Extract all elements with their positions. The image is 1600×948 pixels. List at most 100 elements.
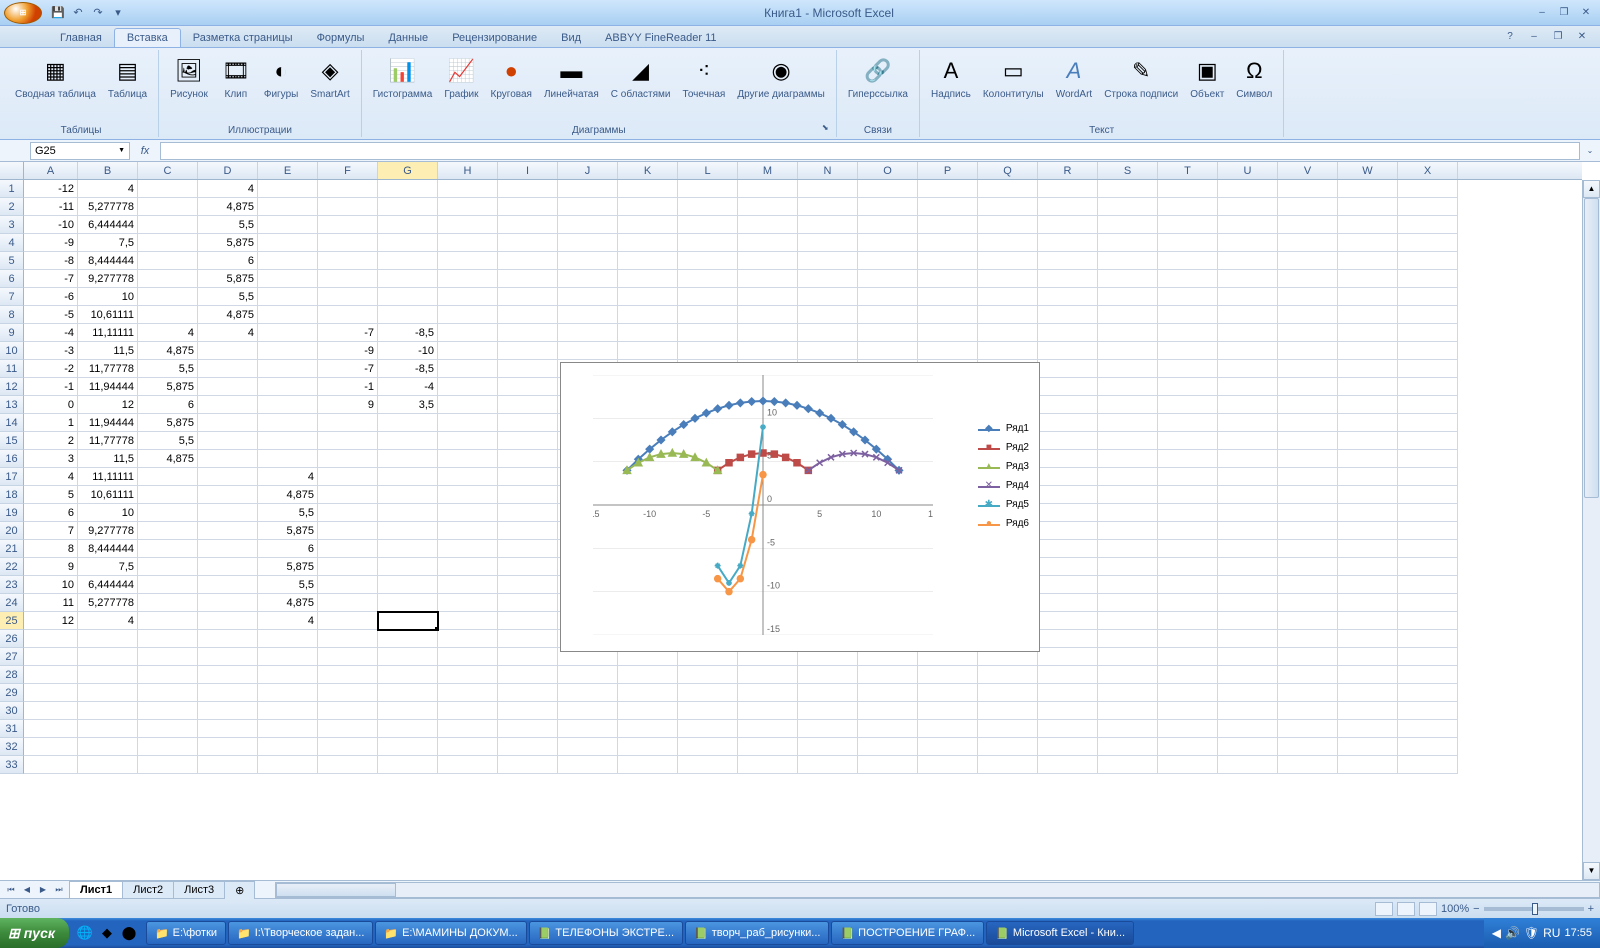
cell-X12[interactable] [1398, 378, 1458, 396]
cell-H2[interactable] [438, 198, 498, 216]
smartart-button[interactable]: ◈SmartArt [305, 52, 354, 124]
cell-G5[interactable] [378, 252, 438, 270]
col-header-G[interactable]: G [378, 162, 438, 179]
cell-B9[interactable]: 11,11111 [78, 324, 138, 342]
cell-K9[interactable] [618, 324, 678, 342]
cell-D10[interactable] [198, 342, 258, 360]
cell-G26[interactable] [378, 630, 438, 648]
cell-H27[interactable] [438, 648, 498, 666]
cell-Q32[interactable] [978, 738, 1038, 756]
cell-U16[interactable] [1218, 450, 1278, 468]
name-box[interactable]: G25▼ [30, 142, 130, 160]
cell-X11[interactable] [1398, 360, 1458, 378]
cell-W11[interactable] [1338, 360, 1398, 378]
cell-T13[interactable] [1158, 396, 1218, 414]
row-header-31[interactable]: 31 [0, 720, 24, 738]
hscroll-thumb[interactable] [276, 883, 396, 897]
cell-B22[interactable]: 7,5 [78, 558, 138, 576]
spreadsheet-grid[interactable]: ABCDEFGHIJKLMNOPQRSTUVWX 1-12442-115,277… [0, 162, 1600, 880]
cell-F24[interactable] [318, 594, 378, 612]
cell-G18[interactable] [378, 486, 438, 504]
cell-E14[interactable] [258, 414, 318, 432]
cell-W12[interactable] [1338, 378, 1398, 396]
sheet-tab-new[interactable]: ⊕ [224, 881, 255, 899]
cell-T27[interactable] [1158, 648, 1218, 666]
bar-chart-button[interactable]: ▬Линейчатая [539, 52, 604, 124]
cell-R30[interactable] [1038, 702, 1098, 720]
cell-B6[interactable]: 9,277778 [78, 270, 138, 288]
cell-X27[interactable] [1398, 648, 1458, 666]
view-pagebreak-button[interactable] [1419, 902, 1437, 916]
cell-W18[interactable] [1338, 486, 1398, 504]
cell-L4[interactable] [678, 234, 738, 252]
cell-A12[interactable]: -1 [24, 378, 78, 396]
cell-G27[interactable] [378, 648, 438, 666]
cell-D3[interactable]: 5,5 [198, 216, 258, 234]
cell-D7[interactable]: 5,5 [198, 288, 258, 306]
cell-P6[interactable] [918, 270, 978, 288]
cell-L5[interactable] [678, 252, 738, 270]
cell-P32[interactable] [918, 738, 978, 756]
taskbar-item[interactable]: 📗Microsoft Excel - Кни... [986, 921, 1134, 945]
cell-O10[interactable] [858, 342, 918, 360]
cell-V17[interactable] [1278, 468, 1338, 486]
area-chart-button[interactable]: ◢С областями [606, 52, 676, 124]
cell-A33[interactable] [24, 756, 78, 774]
cell-D20[interactable] [198, 522, 258, 540]
cell-B4[interactable]: 7,5 [78, 234, 138, 252]
cell-G20[interactable] [378, 522, 438, 540]
cell-I11[interactable] [498, 360, 558, 378]
cell-X14[interactable] [1398, 414, 1458, 432]
col-header-H[interactable]: H [438, 162, 498, 179]
cell-R1[interactable] [1038, 180, 1098, 198]
cell-V31[interactable] [1278, 720, 1338, 738]
cell-D33[interactable] [198, 756, 258, 774]
cell-U2[interactable] [1218, 198, 1278, 216]
cell-S7[interactable] [1098, 288, 1158, 306]
cell-J4[interactable] [558, 234, 618, 252]
cell-H18[interactable] [438, 486, 498, 504]
cell-F33[interactable] [318, 756, 378, 774]
col-header-C[interactable]: C [138, 162, 198, 179]
cell-B31[interactable] [78, 720, 138, 738]
cell-A28[interactable] [24, 666, 78, 684]
cell-C7[interactable] [138, 288, 198, 306]
col-header-S[interactable]: S [1098, 162, 1158, 179]
row-header-19[interactable]: 19 [0, 504, 24, 522]
cell-H4[interactable] [438, 234, 498, 252]
cell-M30[interactable] [738, 702, 798, 720]
cell-D22[interactable] [198, 558, 258, 576]
cell-R31[interactable] [1038, 720, 1098, 738]
cell-D12[interactable] [198, 378, 258, 396]
cell-X16[interactable] [1398, 450, 1458, 468]
cell-I10[interactable] [498, 342, 558, 360]
cell-J9[interactable] [558, 324, 618, 342]
cell-N28[interactable] [798, 666, 858, 684]
cell-T9[interactable] [1158, 324, 1218, 342]
cell-A11[interactable]: -2 [24, 360, 78, 378]
cell-Q6[interactable] [978, 270, 1038, 288]
cell-V8[interactable] [1278, 306, 1338, 324]
cell-M7[interactable] [738, 288, 798, 306]
cell-H26[interactable] [438, 630, 498, 648]
row-header-10[interactable]: 10 [0, 342, 24, 360]
cell-F18[interactable] [318, 486, 378, 504]
cell-E2[interactable] [258, 198, 318, 216]
cell-O29[interactable] [858, 684, 918, 702]
cell-S24[interactable] [1098, 594, 1158, 612]
cell-G1[interactable] [378, 180, 438, 198]
cell-L33[interactable] [678, 756, 738, 774]
cell-I5[interactable] [498, 252, 558, 270]
cell-R17[interactable] [1038, 468, 1098, 486]
hyperlink-button[interactable]: 🔗Гиперссылка [843, 52, 913, 124]
cell-C6[interactable] [138, 270, 198, 288]
cell-S1[interactable] [1098, 180, 1158, 198]
cell-D28[interactable] [198, 666, 258, 684]
cell-D19[interactable] [198, 504, 258, 522]
charts-launcher[interactable]: ⬊ [822, 123, 834, 135]
cell-F20[interactable] [318, 522, 378, 540]
formula-bar[interactable] [160, 142, 1580, 160]
cell-N7[interactable] [798, 288, 858, 306]
cell-C23[interactable] [138, 576, 198, 594]
row-header-16[interactable]: 16 [0, 450, 24, 468]
